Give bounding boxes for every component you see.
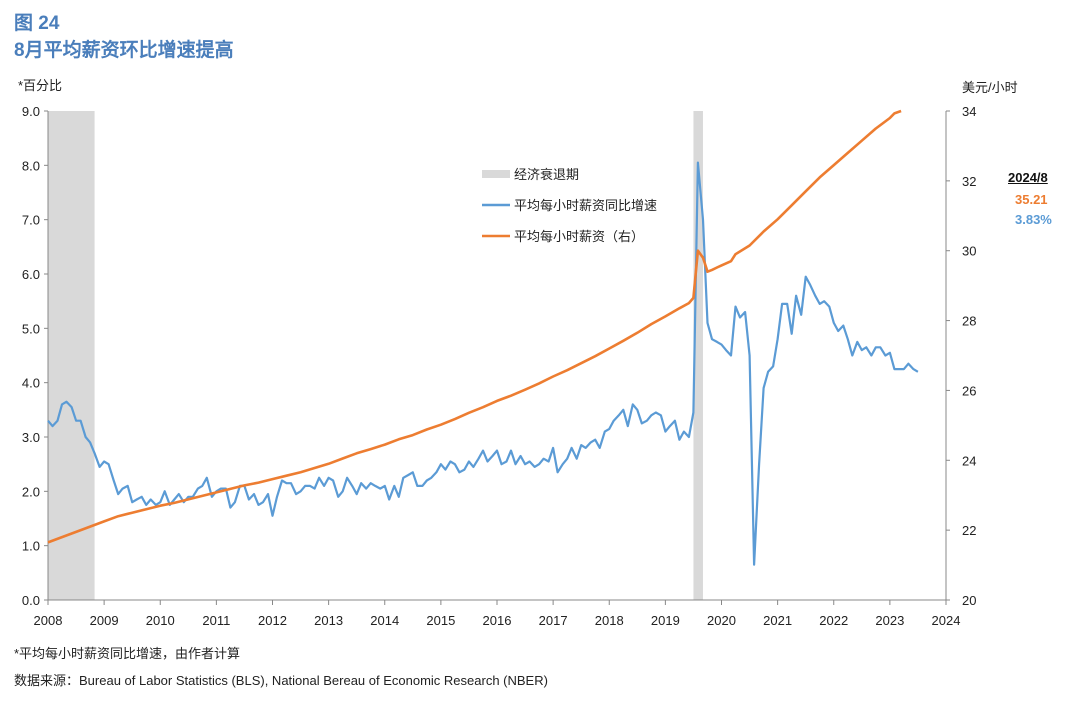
right-tick-label: 32 <box>962 174 976 189</box>
x-tick-label: 2012 <box>258 613 287 628</box>
x-tick-label: 2022 <box>819 613 848 628</box>
legend-wage-label: 平均每小时薪资（右） <box>514 229 644 244</box>
callout-yoy-value: 3.83% <box>1015 212 1052 227</box>
right-axis-label: 美元/小时 <box>962 80 1018 95</box>
left-tick-label: 2.0 <box>22 484 40 499</box>
axes: 0.01.02.03.04.05.06.07.08.09.02022242628… <box>22 104 977 628</box>
x-tick-label: 2009 <box>90 613 119 628</box>
x-tick-label: 2023 <box>875 613 904 628</box>
wage-series-line <box>47 109 902 544</box>
x-tick-label: 2014 <box>370 613 399 628</box>
x-tick-label: 2018 <box>595 613 624 628</box>
x-tick-label: 2011 <box>202 613 230 628</box>
right-tick-label: 34 <box>962 104 976 119</box>
x-tick-label: 2016 <box>483 613 512 628</box>
x-tick-label: 2013 <box>314 613 343 628</box>
left-tick-label: 8.0 <box>22 158 40 173</box>
x-tick-label: 2015 <box>426 613 455 628</box>
x-tick-label: 2010 <box>146 613 175 628</box>
legend-yoy-label: 平均每小时薪资同比增速 <box>514 198 657 213</box>
recession-band-0 <box>48 111 95 600</box>
x-tick-label: 2008 <box>34 613 63 628</box>
x-tick-label: 2019 <box>651 613 680 628</box>
left-tick-label: 4.0 <box>22 376 40 391</box>
left-axis-label: *百分比 <box>18 78 63 93</box>
right-tick-label: 26 <box>962 383 976 398</box>
x-tick-label: 2020 <box>707 613 736 628</box>
series-lines <box>47 109 919 566</box>
right-tick-label: 30 <box>962 244 976 259</box>
footnote: *平均每小时薪资同比增速，由作者计算 <box>14 646 241 661</box>
left-tick-label: 6.0 <box>22 267 40 282</box>
left-tick-label: 1.0 <box>22 539 40 554</box>
yoy-series-line <box>47 161 919 566</box>
left-tick-label: 0.0 <box>22 593 40 608</box>
recession-bands <box>48 111 703 600</box>
x-tick-label: 2017 <box>539 613 568 628</box>
left-tick-label: 7.0 <box>22 213 40 228</box>
legend-recession-swatch <box>482 170 510 178</box>
right-tick-label: 20 <box>962 593 976 608</box>
x-tick-label: 2024 <box>932 613 961 628</box>
left-tick-label: 5.0 <box>22 321 40 336</box>
right-tick-label: 22 <box>962 523 976 538</box>
right-tick-label: 24 <box>962 453 976 468</box>
x-tick-label: 2021 <box>763 613 792 628</box>
right-tick-label: 28 <box>962 314 976 329</box>
source-note: 数据来源：Bureau of Labor Statistics (BLS), N… <box>14 673 548 688</box>
recession-band-1 <box>693 111 703 600</box>
callout-date: 2024/8 <box>1008 170 1048 185</box>
left-tick-label: 3.0 <box>22 430 40 445</box>
callout-wage-value: 35.21 <box>1015 192 1048 207</box>
legend-recession-label: 经济衰退期 <box>514 167 579 182</box>
figure-number: 图 24 <box>14 13 60 34</box>
figure-title: 8月平均薪资环比增速提高 <box>14 40 234 61</box>
left-tick-label: 9.0 <box>22 104 40 119</box>
